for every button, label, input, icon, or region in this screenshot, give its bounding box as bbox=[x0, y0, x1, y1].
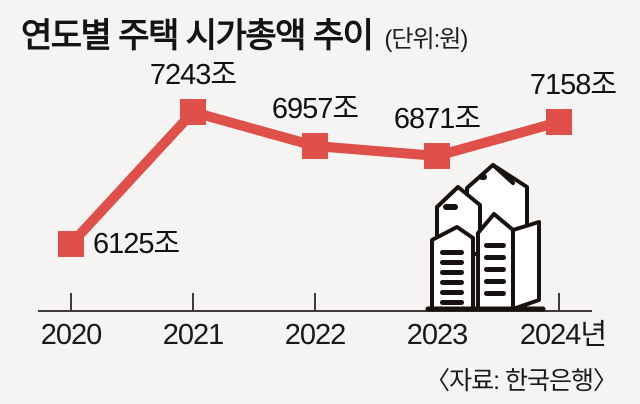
apartment-buildings-icon bbox=[425, 163, 546, 312]
source-credit: 〈자료: 한국은행〉 bbox=[425, 367, 618, 395]
x-tick-label-2022: 2022 bbox=[284, 319, 347, 351]
value-label-2020: 6125조 bbox=[93, 228, 180, 260]
unit-label: (단위:원) bbox=[384, 26, 468, 53]
value-label-2024: 7158조 bbox=[529, 69, 617, 101]
x-tick-label-2024: 2024년 bbox=[519, 319, 607, 351]
x-tick-label-2023: 2023 bbox=[406, 319, 469, 351]
value-label-2023: 6871조 bbox=[393, 103, 481, 135]
data-point-marker-2022 bbox=[302, 133, 328, 159]
data-point-marker-2024 bbox=[546, 109, 572, 135]
data-point-marker-2020 bbox=[58, 231, 84, 257]
value-label-2022: 6957조 bbox=[271, 93, 359, 125]
x-tick-label-2020: 2020 bbox=[40, 319, 103, 351]
chart-header: 연도별 주택 시가총액 추이 (단위:원) bbox=[21, 8, 468, 57]
data-point-marker-2021 bbox=[180, 99, 206, 125]
x-tick-label-2021: 2021 bbox=[162, 319, 225, 351]
value-label-2021: 7243조 bbox=[149, 59, 237, 91]
data-point-marker-2023 bbox=[424, 143, 450, 169]
page-title: 연도별 주택 시가총액 추이 bbox=[21, 17, 374, 55]
